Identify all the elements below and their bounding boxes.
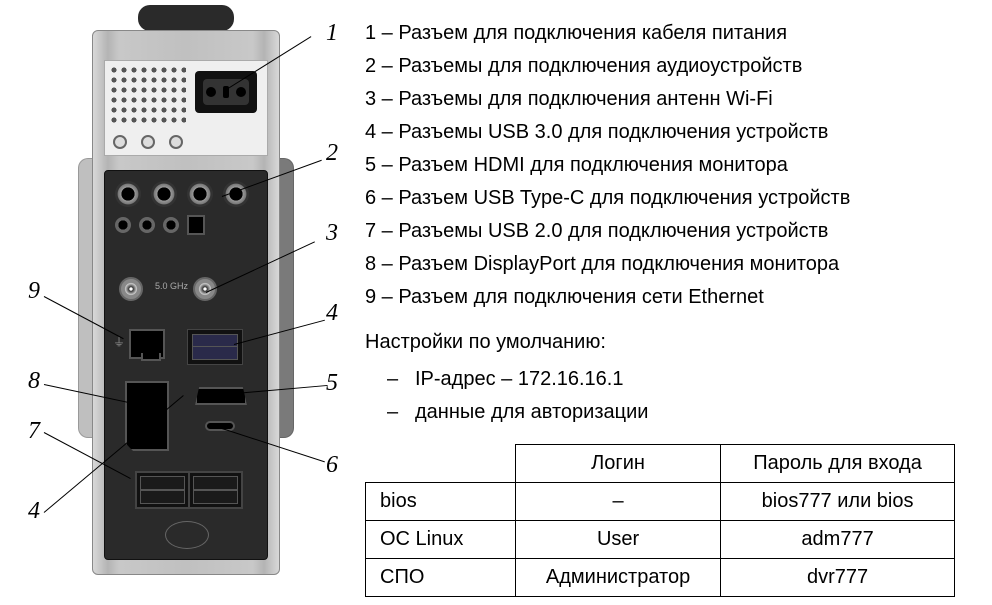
device-diagram: 5.0 GHz ⏚ 1 2 3 4 5 6 9 8 7 4	[0, 0, 355, 605]
legend-item: 5 – Разъем HDMI для подключения монитора	[365, 150, 972, 181]
th-login: Логин	[516, 445, 721, 483]
text-content: 1 – Разъем для подключения кабеля питани…	[355, 0, 992, 605]
audio-jacks-row2	[115, 215, 205, 235]
usb3-ports	[187, 329, 243, 365]
legend-item: 9 – Разъем для подключения сети Ethernet	[365, 282, 972, 313]
panel-screws	[113, 135, 183, 149]
ethernet-port	[129, 329, 165, 359]
td-r1c3: bios777 или bios	[721, 483, 955, 521]
callout-4: 4	[326, 300, 338, 327]
legend-item: 6 – Разъем USB Type-C для подключения ус…	[365, 183, 972, 214]
td-r3c1: СПО	[366, 559, 516, 597]
callout-5: 5	[326, 370, 338, 397]
settings-ip: IP-адрес – 172.16.16.1	[415, 364, 972, 395]
td-r1c1: bios	[366, 483, 516, 521]
callout-3: 3	[326, 220, 338, 247]
io-panel: 5.0 GHz ⏚	[104, 170, 268, 560]
td-r2c2: User	[516, 521, 721, 559]
legend-item: 4 – Разъемы USB 3.0 для подключения устр…	[365, 117, 972, 148]
td-r3c3: dvr777	[721, 559, 955, 597]
side-bulge-right	[278, 158, 294, 438]
td-r3c2: Администратор	[516, 559, 721, 597]
usb2-ports	[135, 471, 243, 509]
td-r1c2: –	[516, 483, 721, 521]
callout-9: 9	[28, 278, 40, 305]
top-handle	[138, 5, 234, 31]
legend-item: 2 – Разъемы для подключения аудиоустройс…	[365, 51, 972, 82]
callout-8: 8	[28, 368, 40, 395]
legend-list: 1 – Разъем для подключения кабеля питани…	[365, 18, 972, 313]
callout-4b: 4	[28, 498, 40, 525]
th-pass: Пароль для входа	[721, 445, 955, 483]
legend-item: 3 – Разъемы для подключения антенн Wi-Fi	[365, 84, 972, 115]
displayport	[125, 381, 169, 451]
settings-title: Настройки по умолчанию:	[365, 327, 972, 358]
credentials-table: Логин Пароль для входа bios – bios777 ил…	[365, 444, 955, 597]
legend-item: 8 – Разъем DisplayPort для подключения м…	[365, 249, 972, 280]
callout-2: 2	[326, 140, 338, 167]
callout-6: 6	[326, 452, 338, 479]
hdmi-port	[195, 387, 247, 405]
legend-item: 7 – Разъемы USB 2.0 для подключения устр…	[365, 216, 972, 247]
power-connector	[195, 71, 257, 113]
top-panel	[104, 60, 268, 156]
brand-logo	[165, 521, 209, 549]
settings-sublist: IP-адрес – 172.16.16.1 данные для автори…	[365, 364, 972, 428]
wifi-label: 5.0 GHz	[155, 281, 188, 291]
usb-c-port	[205, 421, 235, 431]
callout-1: 1	[326, 20, 338, 47]
table-empty-corner	[366, 445, 516, 483]
legend-item: 1 – Разъем для подключения кабеля питани…	[365, 18, 972, 49]
callout-7: 7	[28, 418, 40, 445]
settings-auth: данные для авторизации	[415, 397, 972, 428]
td-r2c3: adm777	[721, 521, 955, 559]
td-r2c1: ОС Linux	[366, 521, 516, 559]
ventilation-grille	[108, 64, 186, 124]
